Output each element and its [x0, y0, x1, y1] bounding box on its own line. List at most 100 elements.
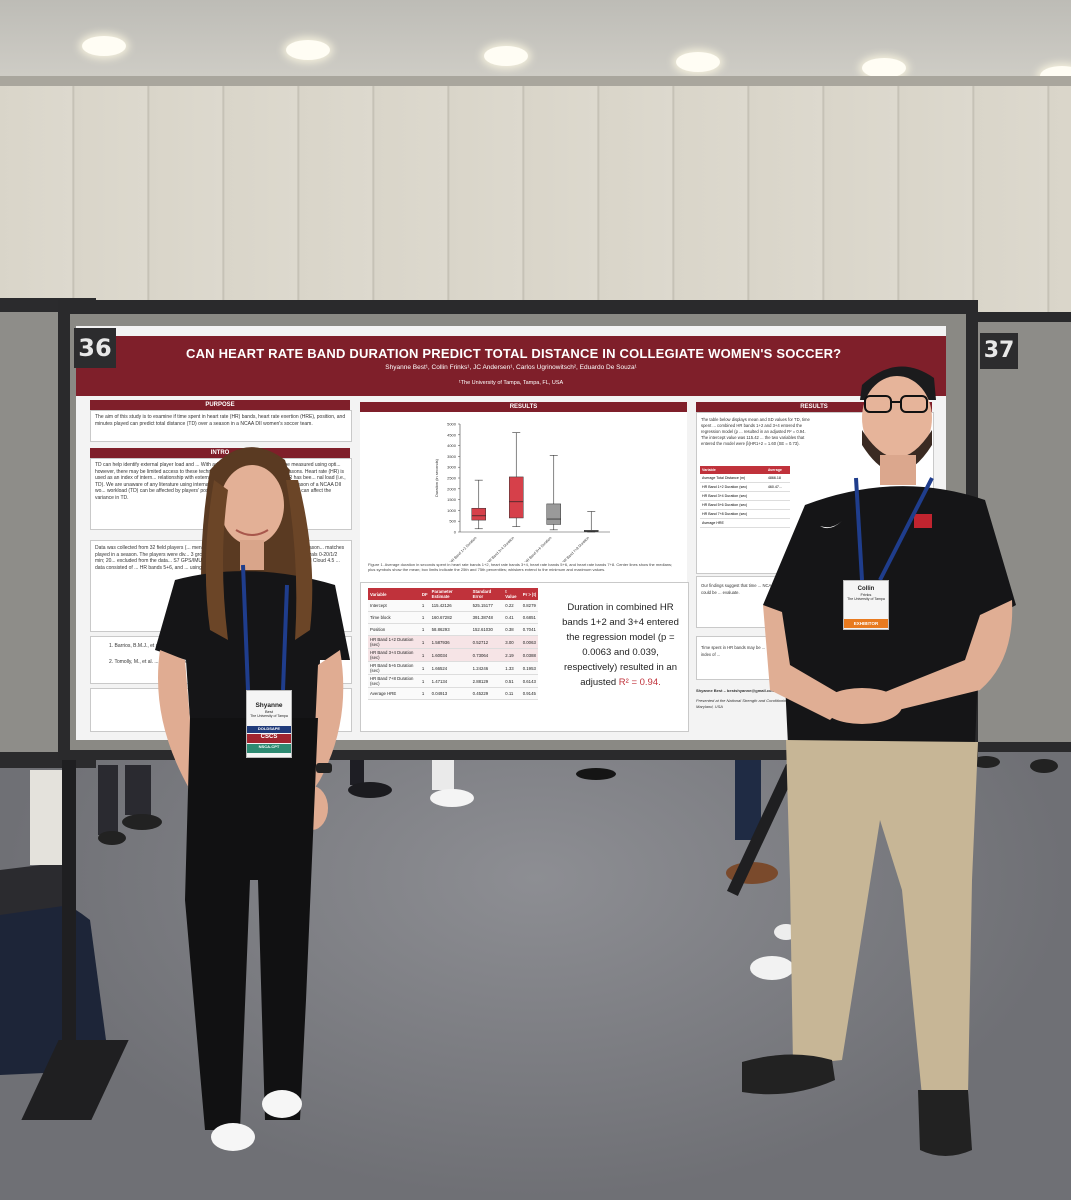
regression-cell: 0.1953	[520, 661, 538, 675]
regression-cell: 1	[419, 623, 430, 636]
descriptive-cell: Average Total Distance (m)	[700, 474, 766, 483]
regression-cell: 1	[419, 687, 430, 700]
regression-cell: 152.61030	[470, 623, 504, 636]
y-tick-label: 4000	[447, 443, 457, 448]
regression-cell: 2.19	[503, 648, 521, 662]
regression-row: Position 1 58.86293 152.61030 0.38 0.7041	[368, 623, 538, 636]
regression-cell: 0.6851	[520, 611, 538, 624]
descriptive-cell: HR Band 7+8 Duration (sec)	[700, 509, 766, 519]
poster-board-left-fabric	[0, 312, 64, 752]
regression-cell: 1	[419, 674, 430, 688]
regression-cell: 0.04913	[429, 687, 471, 700]
contact-text: Shyanne Best – bestshyanne@gmail.com	[696, 688, 776, 693]
y-axis-label: Duration (in seconds)	[434, 458, 439, 497]
application-text: Time spent in HR bands may be ... which …	[701, 645, 807, 657]
regression-cell: 1	[419, 635, 430, 649]
descriptive-cell: HR Band 3+4 Duration (sec)	[700, 491, 766, 501]
y-tick-label: 1000	[447, 508, 457, 513]
descriptive-row: Average HRE	[700, 518, 790, 528]
descriptive-cell	[765, 509, 790, 519]
ceiling-light	[676, 52, 720, 72]
regression-cell: HR Band 7+8 Duration (sec)	[368, 674, 420, 688]
regression-table: Variable DF Parameter Estimate Standard Err…	[368, 588, 538, 700]
regression-row: HR Band 5+6 Duration (sec) 1 1.66524 1.2424…	[368, 661, 538, 675]
box-iqr	[509, 476, 524, 519]
regression-cell: 0.0063	[520, 635, 538, 649]
poster-authors: Shyanne Best¹, Collin Frinks¹, JC Anders…	[385, 364, 637, 371]
regression-callout: Duration in combined HR bands 1+2 and 3+…	[558, 600, 683, 690]
right-results-text: The table below displays mean and SD val…	[701, 417, 810, 446]
regression-cell: HR Band 1+2 Duration (sec)	[368, 635, 420, 649]
poster-title: CAN HEART RATE BAND DURATION PREDICT TOT…	[186, 346, 842, 361]
results-heading-right: RESULTS	[696, 402, 932, 412]
descriptive-cell: 4866.18	[765, 474, 790, 483]
regression-cell: 0.52712	[470, 635, 504, 649]
results-heading-center: RESULTS	[360, 402, 687, 412]
badge-first-name: Shyanne	[255, 702, 283, 709]
conclusion-text: Our findings suggest that time ... NCAA …	[701, 583, 803, 595]
regression-cell: 1.24246	[470, 661, 504, 675]
regression-row: HR Band 1+2 Duration (sec) 1 1.587936 0.527…	[368, 635, 538, 649]
badge-last-name: Best	[264, 709, 273, 714]
descriptive-cell: HR Band 1+2 Duration (sec)	[700, 482, 766, 492]
descriptive-row: HR Band 3+4 Duration (sec)	[700, 491, 790, 501]
regression-cell: 0.8279	[520, 600, 538, 612]
regression-cell: 0.0388	[520, 648, 538, 662]
descriptive-header-cell: Average	[765, 466, 790, 474]
y-tick-label: 500	[449, 519, 456, 524]
purpose-panel: The aim of this study is to examine if t…	[90, 410, 352, 442]
regression-cell: Intercept	[368, 600, 420, 612]
ceiling-light	[286, 40, 330, 60]
regression-cell: 1	[419, 611, 430, 624]
regression-row: Average HRE 1 0.04913 0.45229 0.11 0.9145	[368, 687, 538, 700]
regression-cell: 58.86293	[429, 623, 471, 636]
descriptive-row: HR Band 1+2 Duration (sec) 460.47...	[700, 482, 790, 492]
regression-cell: 3.00	[503, 635, 521, 649]
boxplot-chart: 0 500 1000 1500 2000 2500 3000 3500 4000 4500 5000…	[434, 422, 610, 564]
descriptive-header-cell: Variable	[700, 466, 766, 474]
y-tick-label: 4500	[447, 432, 457, 437]
badge-org: The University of Tampa	[250, 714, 288, 718]
descriptive-row: Average Total Distance (m) 4866.18	[700, 474, 790, 483]
ceiling-light	[82, 36, 126, 56]
regression-cell: 0.51	[503, 674, 521, 688]
y-tick-label: 2500	[447, 476, 457, 481]
badge-last-name: Frinks	[860, 592, 872, 597]
regression-cell: 0.45229	[470, 687, 504, 700]
regression-cell: Position	[368, 623, 420, 636]
boxplot-figure: 0 500 1000 1500 2000 2500 3000 3500 4000 4500 5000…	[360, 412, 687, 582]
figure-caption: Figure 1. Average duration in seconds sp…	[368, 562, 673, 572]
regression-row: HR Band 7+8 Duration (sec) 1 1.47134 2.8812…	[368, 674, 538, 688]
wall-trim	[0, 76, 1071, 88]
regression-cell: 0.9145	[520, 687, 538, 700]
regression-header-cell: Pr > |t|	[520, 588, 538, 600]
regression-cell: 0.7041	[520, 623, 538, 636]
presented-text: Presented at the National Strength and C…	[696, 698, 813, 709]
regression-cell: 160.67282	[429, 611, 471, 624]
regression-cell: 0.6143	[520, 674, 538, 688]
regression-cell: 0.41	[503, 611, 521, 624]
badge-org: The University of Tampa	[847, 597, 885, 601]
regression-cell: Average HRE	[368, 687, 420, 700]
badge-strip-2: CSCS	[247, 734, 291, 743]
regression-header-cell: DF	[419, 588, 430, 600]
poster-affiliation: ¹The University of Tampa, Tampa, FL, USA	[458, 380, 564, 386]
regression-cell: 1.587936	[429, 635, 471, 649]
regression-row: HR Band 3+4 Duration (sec) 1 1.60034 0.7306…	[368, 648, 538, 662]
regression-header-cell: Variable	[368, 588, 420, 600]
callout-text: Duration in combined HR bands 1+2 and 3+…	[562, 602, 679, 688]
y-tick-label: 3000	[447, 465, 457, 470]
regression-cell: 1.60034	[429, 648, 471, 662]
descriptive-row: HR Band 5+6 Duration (sec)	[700, 500, 790, 510]
y-tick-label: 3500	[447, 454, 457, 459]
regression-cell: 391.38748	[470, 611, 504, 624]
regression-cell: 1.47134	[429, 674, 471, 688]
regression-cell: 0.38	[503, 623, 521, 636]
regression-row: Intercept 1 115.42126 525.15177 0.22 0.8279	[368, 600, 538, 612]
badge-strip-3: NSCA-CPT	[247, 744, 291, 753]
ceiling-light	[862, 58, 906, 78]
regression-cell: Time block	[368, 611, 420, 624]
regression-cell: HR Band 3+4 Duration (sec)	[368, 648, 420, 662]
